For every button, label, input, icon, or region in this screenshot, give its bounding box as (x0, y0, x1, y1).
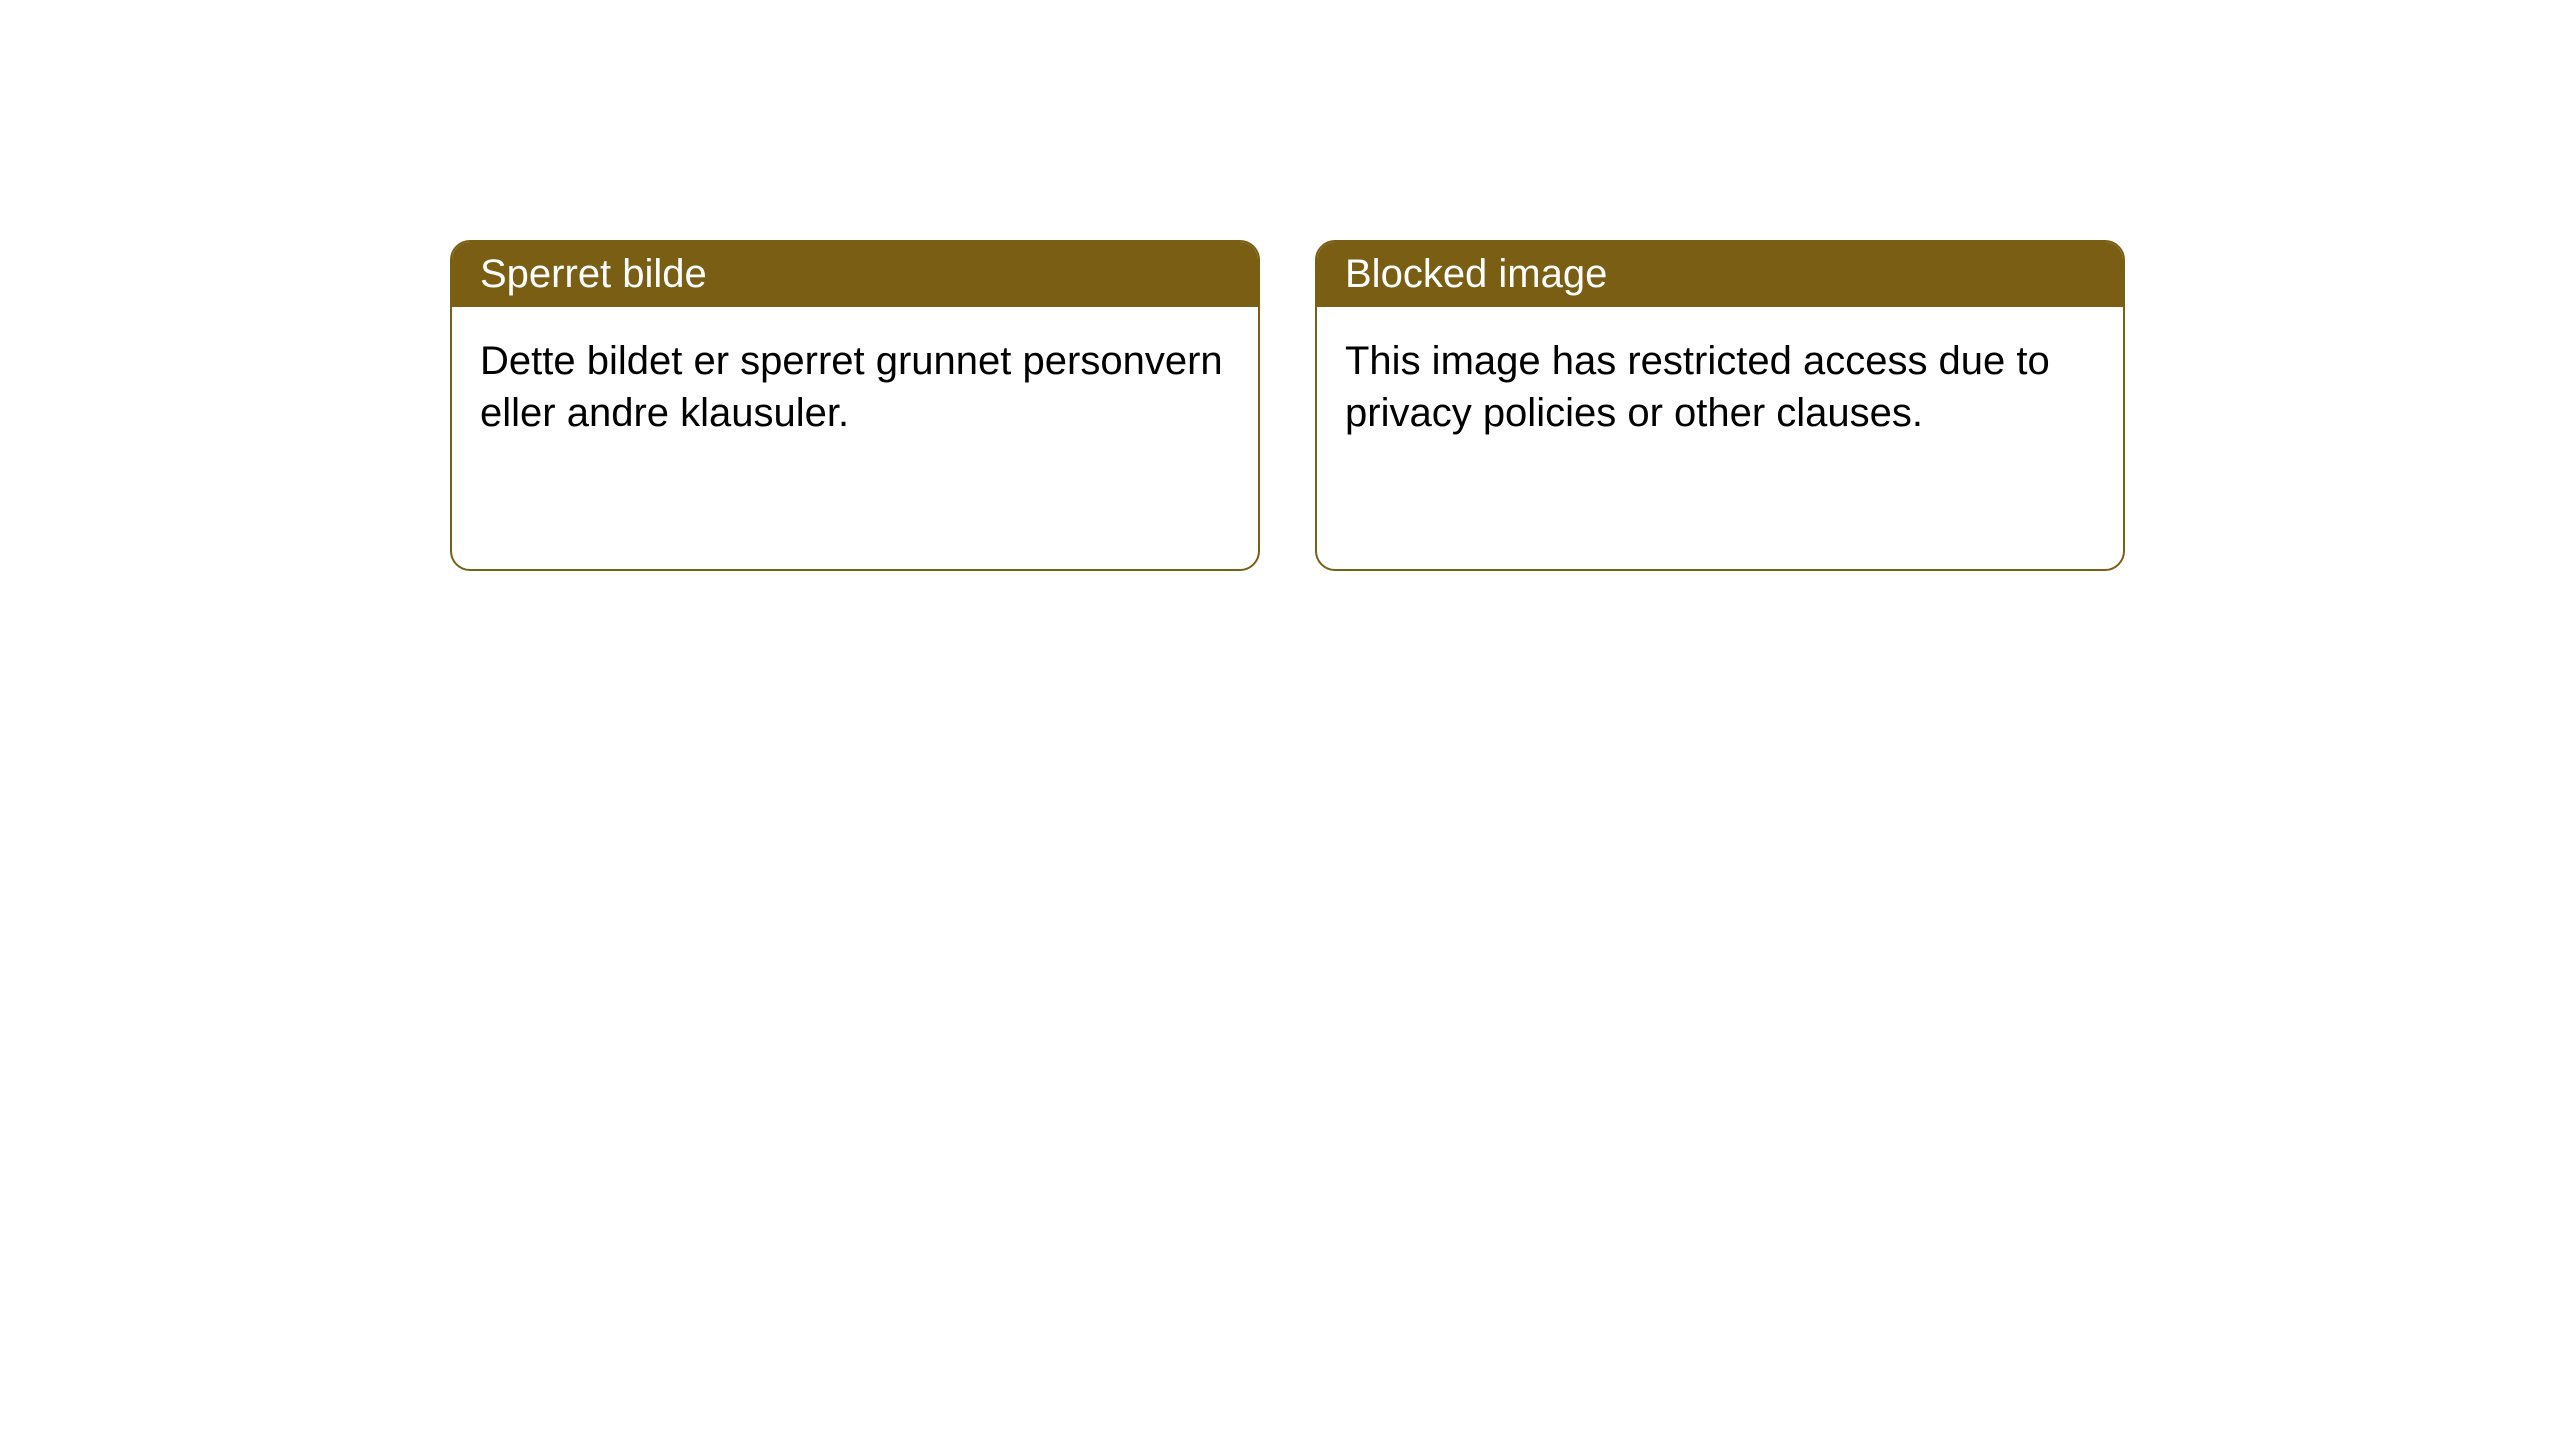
notice-title-norwegian: Sperret bilde (480, 252, 707, 296)
notice-body-norwegian: Dette bildet er sperret grunnet personve… (452, 307, 1258, 569)
notice-body-english: This image has restricted access due to … (1317, 307, 2123, 569)
notice-header-english: Blocked image (1317, 242, 2123, 307)
notice-text-english: This image has restricted access due to … (1345, 339, 2050, 435)
notice-cards-container: Sperret bilde Dette bildet er sperret gr… (0, 0, 2560, 571)
notice-header-norwegian: Sperret bilde (452, 242, 1258, 307)
notice-card-english: Blocked image This image has restricted … (1315, 240, 2125, 571)
notice-card-norwegian: Sperret bilde Dette bildet er sperret gr… (450, 240, 1260, 571)
notice-title-english: Blocked image (1345, 252, 1607, 296)
notice-text-norwegian: Dette bildet er sperret grunnet personve… (480, 339, 1223, 435)
